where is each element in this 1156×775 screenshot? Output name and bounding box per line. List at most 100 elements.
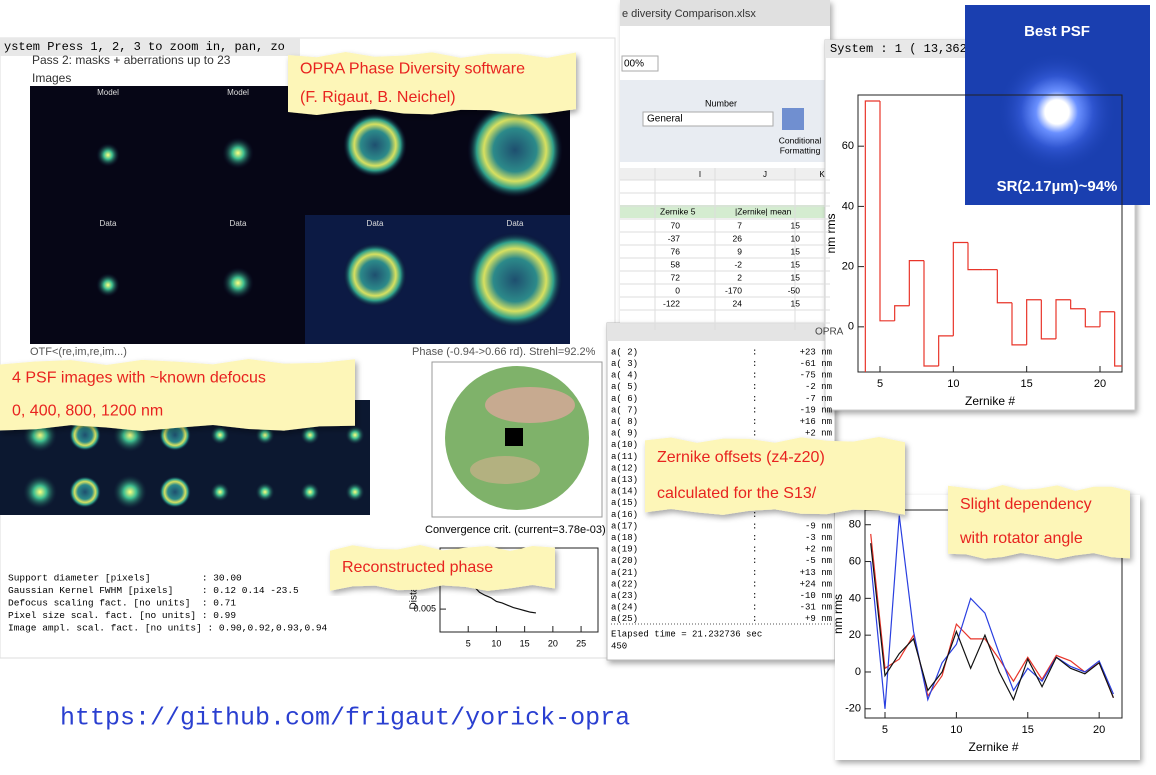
x-tick-label: 5: [882, 724, 888, 736]
psf-ring: [343, 113, 407, 177]
psf-dot: [22, 474, 58, 510]
cell: 15: [791, 246, 801, 256]
data-label: Data: [100, 219, 117, 228]
zoom-box: [621, 55, 659, 72]
header-cell: |Zernike| mean: [735, 206, 792, 216]
coef-name: a(14): [611, 487, 638, 497]
coef-value: -10 nm: [800, 591, 832, 601]
psf-strehl: SR(2.17µm)~94%: [997, 178, 1118, 195]
column-header: I: [699, 170, 701, 179]
zoom-level: 00%: [624, 59, 644, 70]
ribbon-button: Formatting: [780, 145, 821, 155]
repo-link[interactable]: https://github.com/frigaut/yorick-opra: [60, 704, 630, 733]
x-tick-label: 25: [576, 638, 586, 648]
cell: 9: [737, 246, 742, 256]
plot-frame: [857, 94, 1123, 373]
cell: -2: [734, 259, 742, 269]
step: [996, 269, 1012, 304]
coef-value: +13 nm: [800, 568, 832, 578]
coef-value: -31 nm: [800, 603, 832, 613]
callout-text: with rotator angle: [959, 530, 1083, 547]
callout-text: 4 PSF images with ~known defocus: [12, 370, 266, 387]
x-tick-label: 20: [548, 638, 558, 648]
coef-sep: :: [752, 579, 757, 589]
coef-name: a( 2): [611, 347, 638, 357]
coef-name: a( 3): [611, 359, 638, 369]
model-label: Model: [227, 88, 249, 97]
header-cell: Zernike 5: [660, 206, 696, 216]
coef-name: a(11): [611, 452, 638, 462]
y-tick-label: 0.005: [413, 603, 436, 613]
coef-sep: :: [752, 429, 757, 439]
psf-ring: [159, 476, 191, 508]
callout-note: [645, 437, 905, 515]
coef-name: a( 5): [611, 382, 638, 392]
coef-name: a(22): [611, 579, 638, 589]
y-tick-label: 40: [842, 200, 854, 212]
format-box: [642, 111, 774, 127]
plot-frame: [439, 547, 599, 633]
column-header-bar: [620, 168, 830, 180]
coef-name: a(13): [611, 475, 638, 485]
section-label: Images: [32, 71, 71, 85]
step: [1099, 311, 1115, 327]
coef-name: a( 6): [611, 394, 638, 404]
x-tick-label: 10: [950, 724, 962, 736]
phase-blob: [470, 456, 540, 484]
y-axis-label: nm rms: [831, 594, 845, 634]
cell: -50: [788, 285, 801, 295]
x-tick-label: 20: [1094, 378, 1106, 390]
step: [923, 260, 939, 367]
coef-value: +2 nm: [805, 545, 832, 555]
callout-note: [288, 52, 576, 115]
repo-link-text[interactable]: https://github.com/frigaut/yorick-opra: [60, 704, 630, 733]
callout-note: [0, 359, 355, 431]
phase-blob: [485, 387, 575, 423]
y-tick-label: 20: [849, 629, 861, 641]
cell: 0: [675, 285, 680, 295]
callout-text: Slight dependency: [960, 496, 1092, 513]
coef-name: a(24): [611, 603, 638, 613]
psf-dot: [112, 474, 148, 510]
callout-text: Zernike offsets (z4-z20): [657, 449, 825, 466]
coef-sep: :: [752, 405, 757, 415]
callout-text: OPRA Phase Diversity software: [300, 60, 525, 77]
coef-sep: :: [752, 556, 757, 566]
cell: 76: [671, 246, 681, 256]
psf-dot: [222, 137, 254, 169]
coef-sep: :: [752, 568, 757, 578]
param-line: Support diameter [pixels] : 30.00: [8, 573, 242, 584]
psf-ring: [343, 243, 407, 307]
plot-title-bar: [825, 40, 970, 58]
cell: -122: [663, 298, 680, 308]
y-tick-label: 60: [849, 555, 861, 567]
x-axis-label: Zernike #: [965, 394, 1015, 408]
coef-sep: :: [752, 510, 757, 520]
cell: 15: [791, 220, 801, 230]
coef-sep: :: [752, 521, 757, 531]
otf-label: OTF<(re,im,re,im...): [30, 346, 127, 358]
series-line: [870, 515, 1114, 709]
step: [952, 241, 968, 336]
x-tick-label: 20: [1093, 724, 1105, 736]
step: [967, 242, 983, 271]
sheet-title: e diversity Comparison.xlsx: [622, 8, 756, 20]
coef-value: +9 nm: [805, 614, 832, 624]
terminal-title: OPRA: [815, 327, 844, 338]
coef-name: a( 7): [611, 405, 638, 415]
model-label: Model: [97, 88, 119, 97]
title-bar: [0, 38, 300, 56]
psf-dot: [345, 425, 365, 445]
param-line: Image ampl. scal. fact. [no units] : 0.9…: [8, 623, 328, 634]
coef-value: +23 nm: [800, 347, 832, 357]
x-tick-label: 5: [466, 638, 471, 648]
coef-sep: :: [752, 614, 757, 624]
coef-name: a(20): [611, 556, 638, 566]
series-line: [870, 533, 1114, 698]
x-tick-label: 10: [947, 378, 959, 390]
cell: 15: [791, 272, 801, 282]
coef-value: -19 nm: [800, 405, 832, 415]
cell: -37: [668, 233, 681, 243]
cell: 24: [733, 298, 743, 308]
step: [908, 259, 924, 306]
